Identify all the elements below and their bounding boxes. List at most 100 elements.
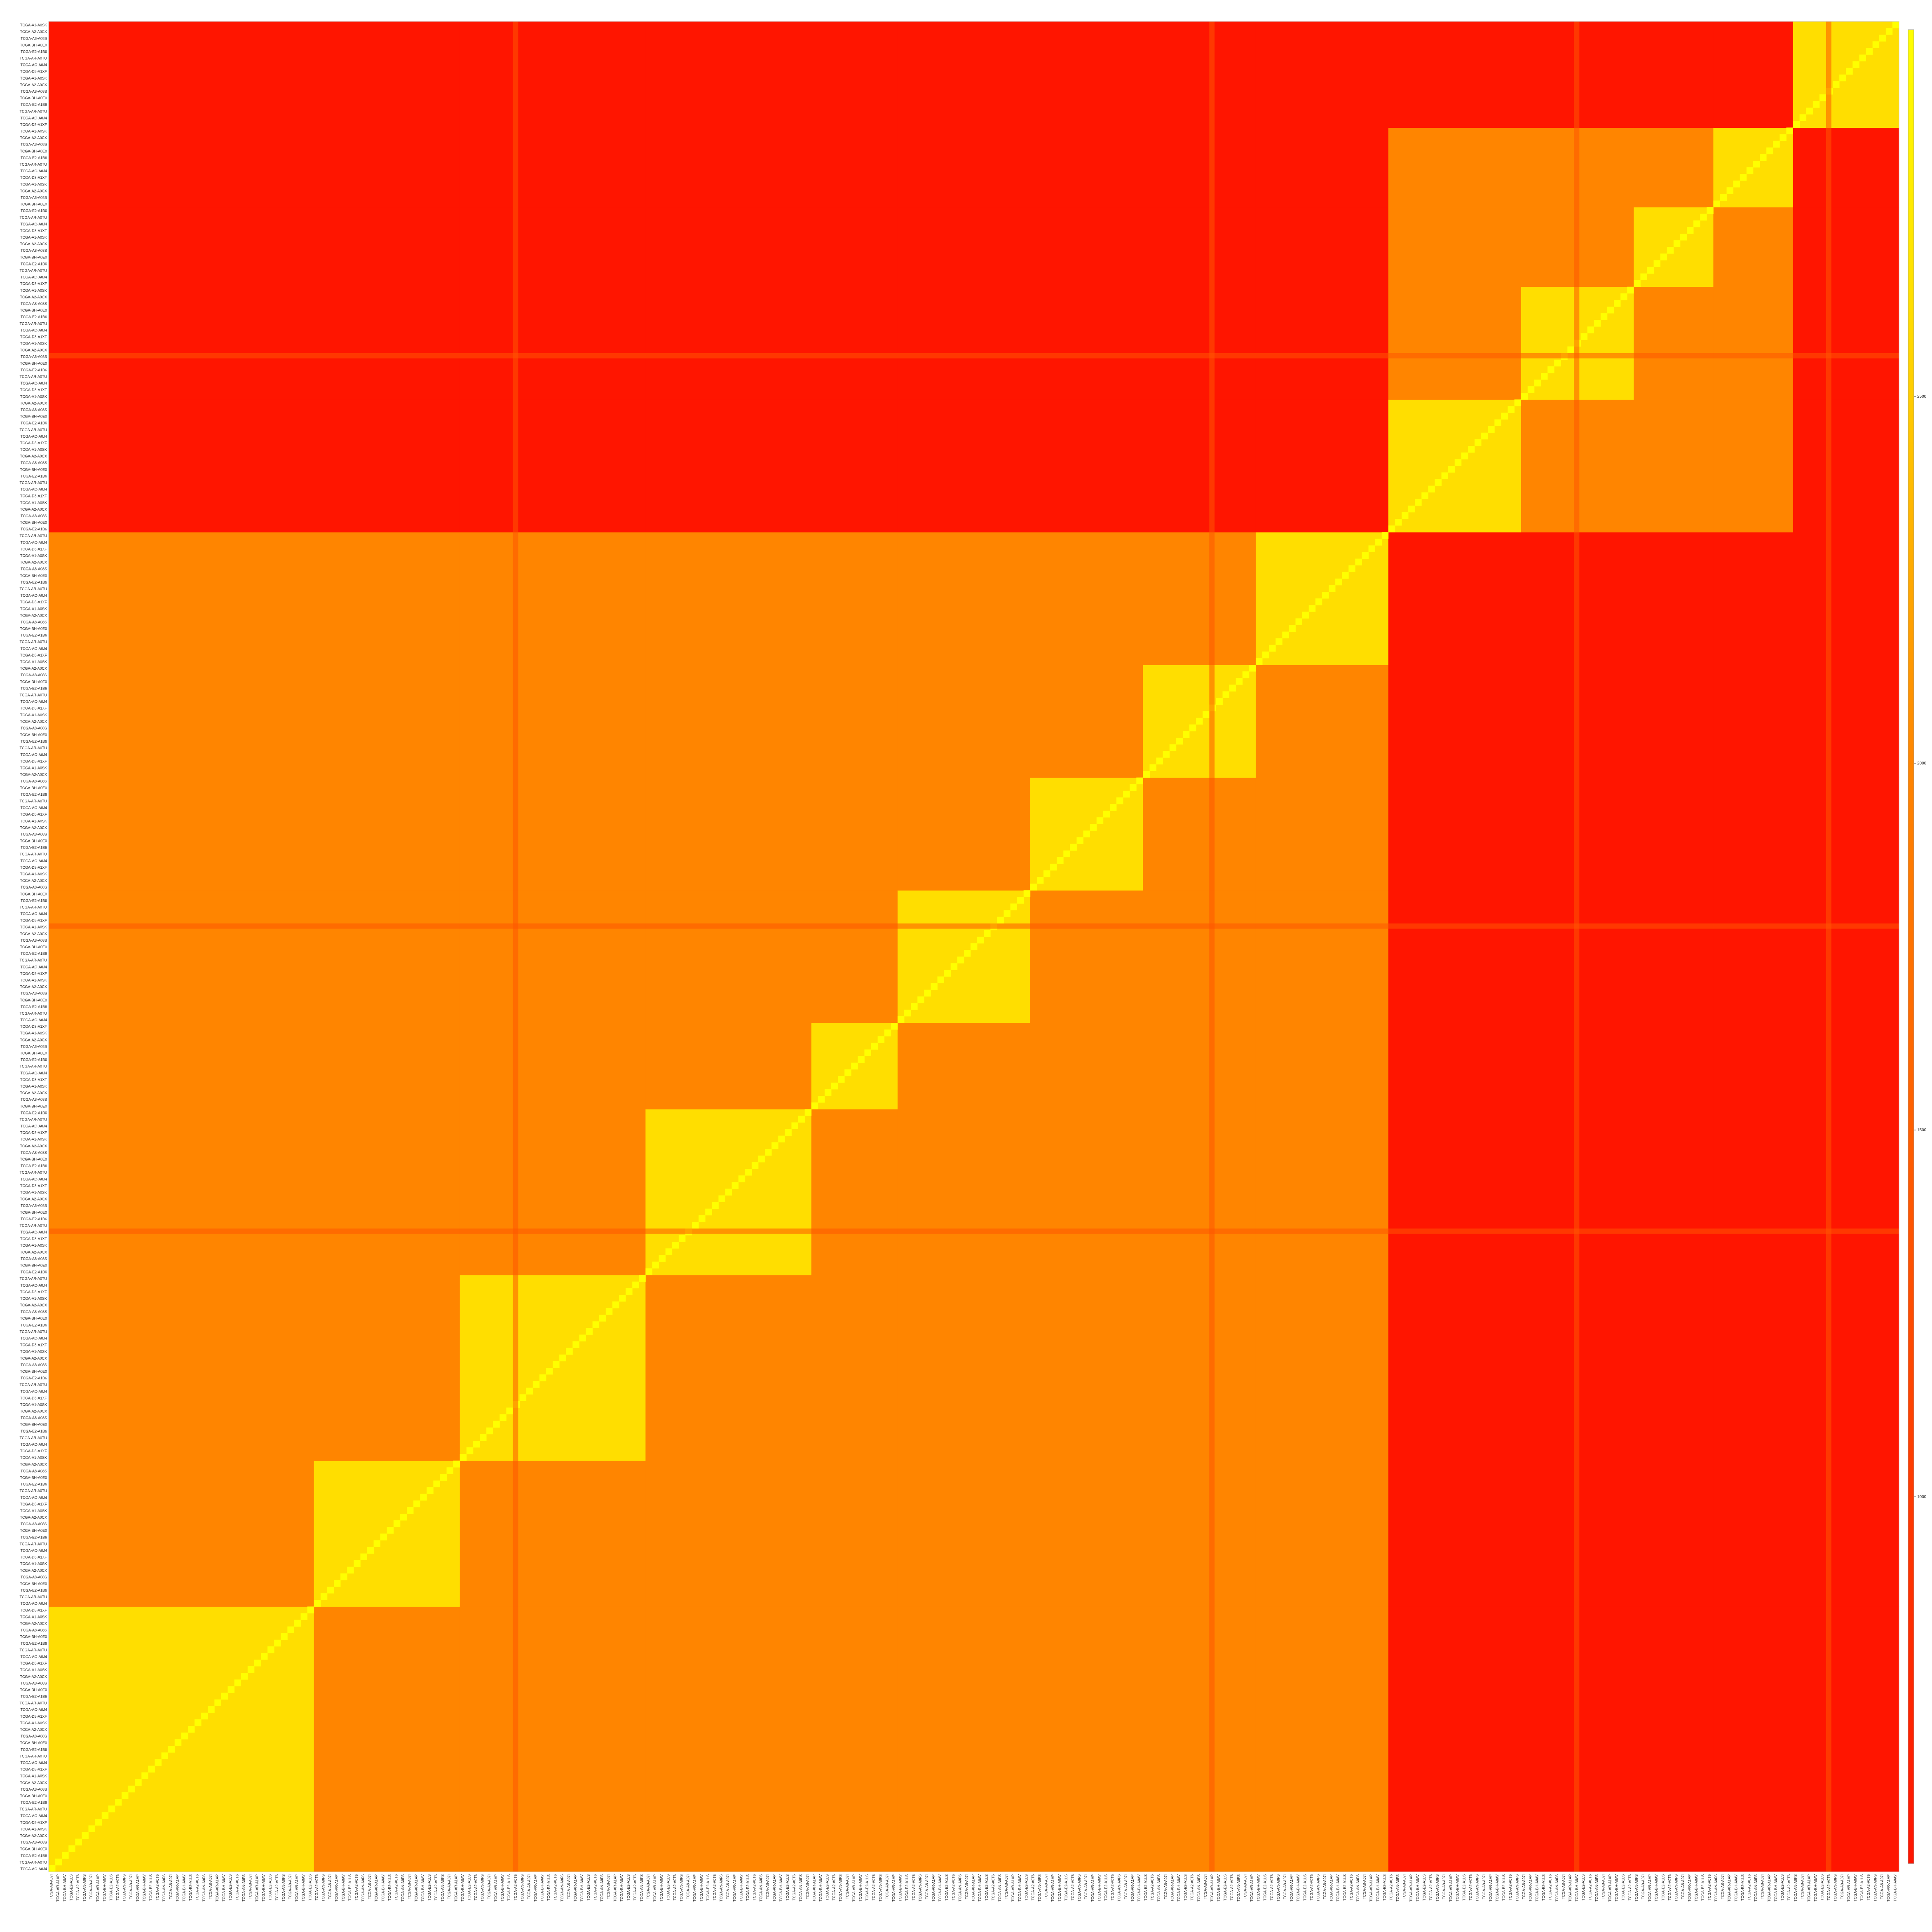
row-label: TCGA-A1-A0SK	[20, 394, 47, 399]
diagonal-cell	[440, 1474, 447, 1481]
heatmap-block-11-5	[1634, 890, 1714, 1023]
heatmap-block-5-6	[897, 777, 1031, 891]
diagonal-cell	[559, 1354, 566, 1362]
diagonal-cell	[1408, 505, 1415, 513]
diagonal-cell	[1242, 671, 1250, 678]
diagonal-cell	[1680, 233, 1687, 241]
column-label: TCGA-AR-A1AP	[1210, 1874, 1214, 1902]
diagonal-cell	[1163, 751, 1170, 758]
column-label: TCGA-BH-A0AV	[1296, 1874, 1300, 1902]
streak-row	[49, 923, 1899, 929]
column-label: TCGA-A8-A07I	[1800, 1874, 1804, 1899]
heatmap-block-6-4	[1030, 1023, 1143, 1109]
diagonal-cell	[1647, 267, 1654, 274]
diagonal-cell	[95, 1819, 102, 1826]
diagonal-cell	[970, 943, 978, 950]
column-label: TCGA-BH-A0AV	[659, 1874, 664, 1902]
diagonal-cell	[1010, 903, 1018, 910]
column-label: TCGA-A2-A0T6	[832, 1874, 836, 1901]
heatmap-block-6-2	[1030, 1275, 1143, 1461]
row-label: TCGA-E2-A1B6	[21, 209, 47, 213]
diagonal-cell	[1859, 54, 1866, 61]
row-label: TCGA-A1-A0SK	[20, 501, 47, 505]
row-label: TCGA-A2-A0CX	[20, 1197, 47, 1201]
diagonal-cell	[1846, 68, 1853, 75]
row-label: TCGA-A2-A0CX	[20, 401, 47, 405]
diagonal-cell	[1149, 764, 1156, 771]
column-label: TCGA-AR-A1AP	[1886, 1874, 1890, 1902]
heatmap-block-6-13	[1030, 21, 1143, 128]
heatmap-block-11-0	[1634, 1606, 1714, 1872]
diagonal-cell	[984, 930, 991, 937]
heatmap-block-3-12	[645, 127, 812, 208]
heatmap-block-4-2	[811, 1275, 898, 1461]
column-label: TCGA-AR-A1AP	[891, 1874, 896, 1902]
diagonal-cell	[950, 963, 958, 970]
diagonal-cell	[400, 1513, 407, 1521]
column-label: TCGA-E2-A1LS	[1343, 1874, 1347, 1901]
row-label: TCGA-AR-A0TU	[19, 1595, 47, 1599]
diagonal-cell	[1514, 399, 1522, 406]
column-label: TCGA-A2-A0T6	[792, 1874, 796, 1901]
diagonal-cell	[1819, 94, 1826, 101]
heatmap-block-3-2	[645, 1275, 812, 1461]
heatmap-block-4-1	[811, 1461, 898, 1607]
row-label: TCGA-AO-A0J4	[20, 1442, 47, 1447]
row-label: TCGA-A1-A0SK	[20, 1031, 47, 1035]
row-label: TCGA-D8-A1XF	[20, 547, 47, 551]
column-label: TCGA-E2-A1LS	[586, 1874, 591, 1901]
row-label: TCGA-A1-A0SK	[20, 978, 47, 982]
row-label: TCGA-A2-A0CX	[20, 1091, 47, 1095]
column-label: TCGA-A2-A0T6	[1508, 1874, 1512, 1901]
diagonal-cell	[605, 1308, 613, 1315]
diagonal-cell	[964, 950, 971, 957]
diagonal-cell	[1501, 413, 1508, 420]
column-label: TCGA-A8-A07I	[845, 1874, 849, 1899]
heatmap-block-11-10	[1634, 286, 1714, 400]
column-label: TCGA-AN-A0FS	[1236, 1874, 1240, 1902]
diagonal-cell	[1468, 445, 1475, 453]
column-label: TCGA-A2-A0T6	[1389, 1874, 1393, 1901]
diagonal-cell	[108, 1805, 115, 1812]
column-label: TCGA-A2-A0T6	[155, 1874, 159, 1901]
row-label: TCGA-E2-A1B6	[21, 580, 47, 584]
row-label: TCGA-A8-A08S	[21, 832, 47, 836]
diagonal-cell	[553, 1361, 560, 1368]
column-label: TCGA-AN-A0FS	[640, 1874, 644, 1902]
diagonal-cell	[1096, 817, 1104, 824]
column-label: TCGA-BH-A0AV	[460, 1874, 464, 1902]
row-label: TCGA-E2-A1B6	[21, 792, 47, 797]
diagonal-cell	[1488, 426, 1495, 433]
column-label: TCGA-BH-A0AV	[1654, 1874, 1658, 1902]
row-label: TCGA-A1-A0SK	[20, 1456, 47, 1460]
column-label: TCGA-A8-A07I	[487, 1874, 491, 1899]
column-label: TCGA-BH-A0AV	[142, 1874, 146, 1902]
diagonal-cell	[665, 1248, 673, 1255]
color-scale: 1000 1500 2000 2500	[1908, 29, 1927, 1864]
row-label: TCGA-E2-A1B6	[21, 262, 47, 266]
column-label: TCGA-A8-A07I	[1323, 1874, 1327, 1899]
diagonal-cell	[49, 1865, 56, 1872]
row-label: TCGA-AR-A0TU	[19, 1383, 47, 1387]
row-label: TCGA-A8-A08S	[21, 302, 47, 306]
row-label: TCGA-A2-A0CX	[20, 879, 47, 883]
column-label: TCGA-BH-A0AV	[739, 1874, 743, 1902]
column-label: TCGA-BH-A0AV	[1257, 1874, 1261, 1902]
row-label: TCGA-BH-A0E0	[20, 680, 47, 684]
heatmap-block-6-1	[1030, 1461, 1143, 1607]
row-label: TCGA-AO-A0J4	[20, 540, 47, 544]
column-label: TCGA-A8-A07I	[567, 1874, 571, 1899]
row-label: TCGA-E2-A1B6	[21, 421, 47, 425]
row-label: TCGA-AR-A0TU	[19, 799, 47, 803]
heatmap-block-3-13	[645, 21, 812, 128]
row-label: TCGA-A2-A0CX	[20, 83, 47, 87]
heatmap-block-4-11	[811, 207, 898, 287]
heatmap-block-8-5	[1255, 890, 1389, 1023]
heatmap-block-3-4	[645, 1023, 812, 1109]
row-label: TCGA-E2-A1B6	[21, 1270, 47, 1274]
column-label: TCGA-A2-A0T6	[593, 1874, 597, 1901]
diagonal-cell	[141, 1772, 148, 1780]
column-label: TCGA-A8-A07I	[1761, 1874, 1765, 1899]
diagonal-cell	[1308, 605, 1316, 612]
column-label: TCGA-BH-A0AV	[779, 1874, 783, 1902]
